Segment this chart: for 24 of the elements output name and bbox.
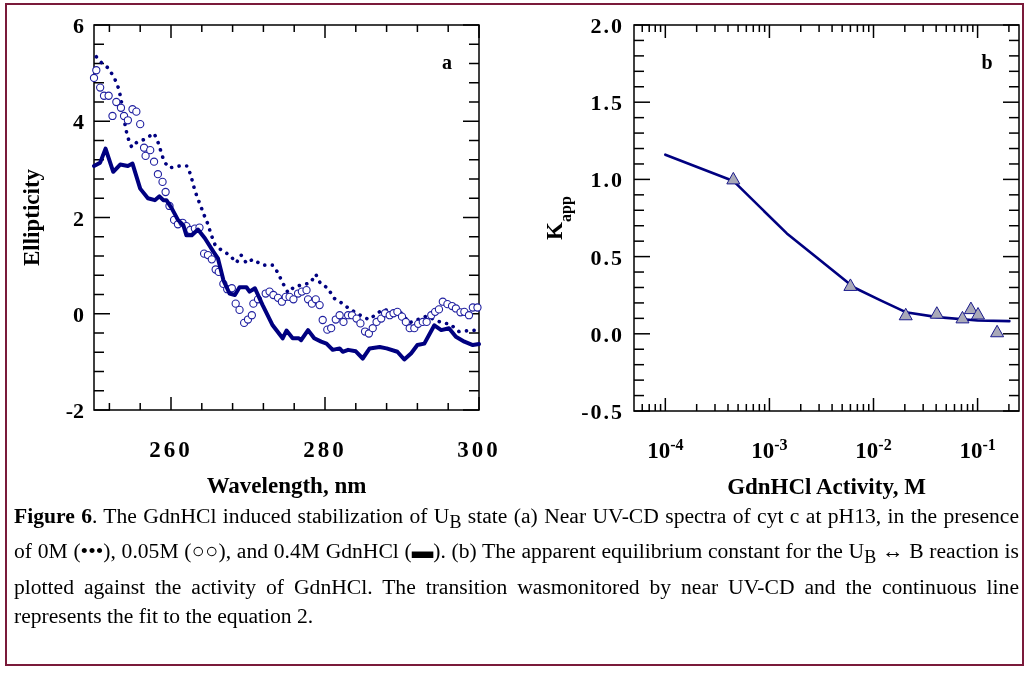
x-axis-title: Wavelength, nm <box>206 473 367 498</box>
x-tick-label: 260 <box>149 437 193 462</box>
x-tick-label: 10$^{-4}$ <box>647 435 684 463</box>
y-tick-label: 4 <box>73 109 84 135</box>
y-axis-title: Ellipticity <box>19 168 44 267</box>
x-tick-label: 10$^{-1}$ <box>959 435 996 463</box>
y-tick-label: 1.0 <box>590 167 624 193</box>
y-tick-label: 2.0 <box>590 13 624 38</box>
x-tick-label: 10$^{-2}$ <box>855 435 892 463</box>
annotation: b <box>981 51 993 73</box>
y-tick-label: 2 <box>73 205 84 231</box>
y-tick-label: 0 <box>73 301 84 327</box>
y-tick-label: 6 <box>73 13 84 38</box>
annotation: a <box>442 51 452 73</box>
x-tick-label: 300 <box>457 437 501 462</box>
y-tick-label: 1.5 <box>590 90 624 116</box>
y-tick-label: -0.5 <box>581 399 624 424</box>
y-tick-label: -2 <box>65 398 84 423</box>
x-tick-label: 280 <box>303 437 347 462</box>
x-tick-label: 10$^{-3}$ <box>751 435 788 463</box>
text: Figure 6. The GdnHCl induced stabilization of U$_{B}$ state (a) Near UV-CD spectra of cyt c at pH13, in the presence of 0M (•••), 0.05M (○○), and 0.4M GdnHCl (▬). (b) The apparent equilibrium constant for the U$_{B}$ ↔ B reaction is plotted against the activity of GdnHCl. The transition wasmonitored by near UV-CD and the continuous line represents the fit to the equation 2. <box>14 504 1019 628</box>
y-tick-label: 0.5 <box>590 244 624 270</box>
x-axis-title: GdnHCl Activity, M <box>727 474 927 499</box>
y-tick-label: 0.0 <box>590 321 624 347</box>
